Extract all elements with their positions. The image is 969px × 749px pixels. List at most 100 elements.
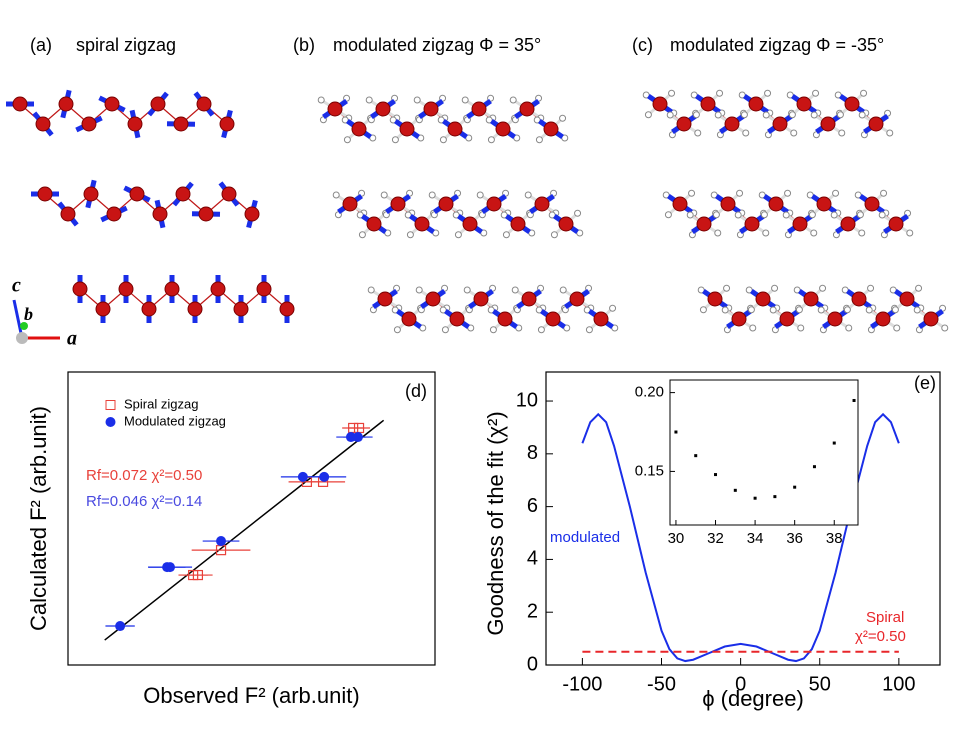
- atom: [803, 291, 819, 307]
- atom: [486, 196, 502, 212]
- point: [793, 485, 797, 489]
- panel-label: (c): [632, 35, 653, 55]
- atom-h: [574, 209, 582, 217]
- atom: [744, 216, 760, 232]
- atom-h: [585, 326, 593, 334]
- atom-h: [461, 96, 469, 104]
- atom-h: [413, 96, 421, 104]
- atom-h: [415, 286, 423, 294]
- point: [812, 465, 816, 469]
- panel-label: (a): [30, 35, 52, 55]
- y-tick-label: 6: [527, 495, 538, 517]
- panel-label: (d): [405, 381, 427, 401]
- atom-h: [941, 324, 949, 332]
- atom: [462, 216, 478, 232]
- atom-h: [865, 306, 873, 314]
- atom-h: [782, 211, 790, 219]
- point: [852, 398, 856, 402]
- panel-label: (b): [293, 35, 315, 55]
- atom: [377, 291, 393, 307]
- atom: [150, 96, 166, 112]
- atom-h: [836, 111, 844, 119]
- atom: [12, 96, 28, 112]
- y-axis-label: Calculated F² (arb.unit): [26, 406, 51, 631]
- atom: [748, 96, 764, 112]
- atom-h: [694, 129, 702, 137]
- legend-marker: [105, 400, 116, 410]
- atom-h: [535, 136, 543, 144]
- atom: [198, 206, 214, 222]
- atom-h: [736, 189, 744, 197]
- atom: [164, 281, 180, 297]
- atom: [233, 301, 249, 317]
- atom-h: [441, 326, 449, 334]
- atom: [196, 96, 212, 112]
- atom-h: [771, 284, 779, 292]
- atom-h: [812, 89, 820, 97]
- atom-h: [716, 89, 724, 97]
- atom-h: [537, 326, 545, 334]
- atom-h: [550, 231, 558, 239]
- atom: [399, 121, 415, 137]
- x-tick-label: -50: [647, 673, 676, 695]
- point: [773, 495, 777, 499]
- atom-h: [760, 211, 768, 219]
- atom: [83, 186, 99, 202]
- atom-h: [367, 286, 375, 294]
- atom: [545, 311, 561, 327]
- atom: [173, 116, 189, 132]
- atom: [899, 291, 915, 307]
- point: [115, 621, 126, 632]
- atom: [401, 311, 417, 327]
- atom: [700, 96, 716, 112]
- point: [733, 488, 737, 492]
- x-tick-label: 100: [882, 673, 915, 695]
- atom-h: [830, 211, 838, 219]
- atom: [219, 116, 235, 132]
- atom: [221, 186, 237, 202]
- atom-h: [740, 111, 748, 119]
- atom: [187, 301, 203, 317]
- plot-frame: [67, 371, 436, 666]
- x-tick-label: 30: [668, 530, 685, 547]
- point: [319, 471, 330, 482]
- atom-h: [664, 211, 672, 219]
- atom-h: [365, 96, 373, 104]
- x-tick-label: 38: [826, 530, 843, 547]
- atom: [447, 121, 463, 137]
- axis-letter: a: [67, 328, 77, 350]
- atom: [864, 196, 880, 212]
- atom: [497, 311, 513, 327]
- atom-h: [845, 324, 853, 332]
- annotation: Rf=0.046 χ²=0.14: [86, 493, 202, 510]
- x-tick-label: 0: [735, 673, 746, 695]
- atom-h: [391, 136, 399, 144]
- atom: [256, 281, 272, 297]
- atom-h: [843, 306, 851, 314]
- y-tick-label: 4: [527, 548, 538, 570]
- atom-h: [380, 191, 388, 199]
- atom-h: [439, 136, 447, 144]
- x-tick-label: 32: [707, 530, 724, 547]
- atom: [755, 291, 771, 307]
- atom-h: [609, 304, 617, 312]
- point: [832, 441, 836, 445]
- atom-h: [795, 306, 803, 314]
- atom-h: [686, 211, 694, 219]
- atom-h: [502, 231, 510, 239]
- atom-h: [699, 306, 707, 314]
- atom-h: [913, 306, 921, 314]
- atom: [152, 206, 168, 222]
- atom: [104, 96, 120, 112]
- atom-h: [790, 129, 798, 137]
- y-tick-label: 8: [527, 442, 538, 464]
- x-tick-label: 50: [809, 673, 831, 695]
- atom: [495, 121, 511, 137]
- atom: [569, 291, 585, 307]
- atom: [593, 311, 609, 327]
- atom: [676, 116, 692, 132]
- atom-h: [891, 306, 899, 314]
- atom: [510, 216, 526, 232]
- atom-h: [644, 111, 652, 119]
- x-axis-label: ϕ (degree): [702, 686, 804, 711]
